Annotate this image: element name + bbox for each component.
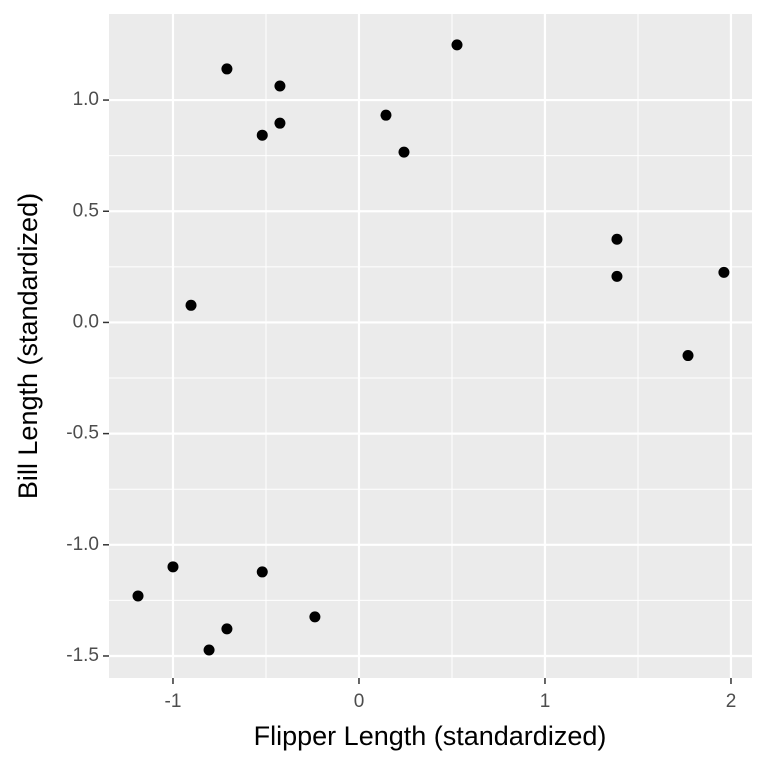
point <box>451 39 463 51</box>
point <box>611 270 623 282</box>
point <box>398 146 410 158</box>
y-tick-label: -1.5 <box>66 645 99 666</box>
panel <box>109 14 752 678</box>
y-tick-label: -1.0 <box>66 534 99 555</box>
point <box>274 117 286 129</box>
point <box>309 611 321 623</box>
y-tick-label: 1.0 <box>73 89 99 110</box>
y-axis-title: Bill Length (standardized) <box>13 193 43 499</box>
point <box>274 80 286 92</box>
x-tick-label: 2 <box>726 691 737 712</box>
point <box>682 350 694 362</box>
point <box>203 644 215 656</box>
y-tick-label: 0.0 <box>73 311 99 332</box>
y-tick-label: 0.5 <box>73 200 99 221</box>
point <box>256 129 268 141</box>
point <box>611 233 623 245</box>
point <box>380 109 392 121</box>
point <box>185 299 197 311</box>
point <box>167 561 179 573</box>
x-tick-label: -1 <box>165 691 182 712</box>
x-axis-title: Flipper Length (standardized) <box>254 721 607 751</box>
x-tick-label: 0 <box>354 691 365 712</box>
point <box>718 266 730 278</box>
x-tick-label: 1 <box>540 691 551 712</box>
point <box>132 590 144 602</box>
point <box>256 566 268 578</box>
y-tick-label: -0.5 <box>66 423 99 444</box>
point <box>221 623 233 635</box>
point <box>221 63 233 75</box>
